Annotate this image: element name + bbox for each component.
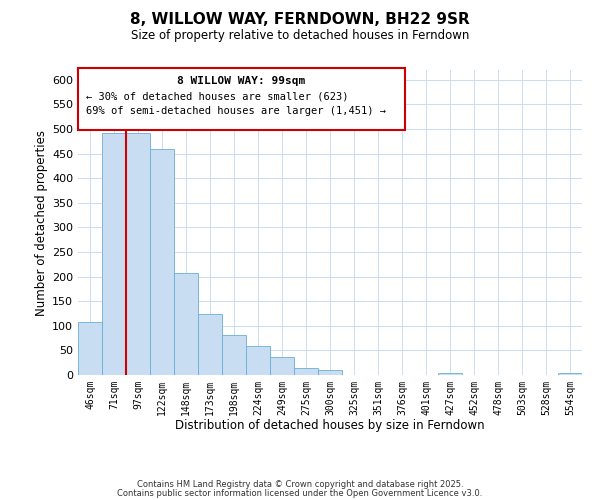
Bar	[102, 133, 126, 375]
Y-axis label: Number of detached properties: Number of detached properties	[35, 130, 48, 316]
Bar	[78, 322, 102, 375]
Bar	[174, 272, 198, 375]
Bar	[126, 133, 150, 375]
Text: Contains HM Land Registry data © Crown copyright and database right 2025.: Contains HM Land Registry data © Crown c…	[137, 480, 463, 489]
Bar	[150, 148, 174, 375]
Bar	[438, 372, 462, 375]
Text: Contains public sector information licensed under the Open Government Licence v3: Contains public sector information licen…	[118, 488, 482, 498]
X-axis label: Distribution of detached houses by size in Ferndown: Distribution of detached houses by size …	[175, 420, 485, 432]
Bar	[558, 372, 582, 375]
Bar	[318, 370, 342, 375]
Bar	[222, 334, 246, 375]
Bar	[294, 368, 318, 375]
Bar	[198, 314, 222, 375]
Bar	[246, 346, 270, 375]
Text: Size of property relative to detached houses in Ferndown: Size of property relative to detached ho…	[131, 29, 469, 42]
Bar	[270, 357, 294, 375]
Text: 8, WILLOW WAY, FERNDOWN, BH22 9SR: 8, WILLOW WAY, FERNDOWN, BH22 9SR	[130, 12, 470, 28]
Text: ← 30% of detached houses are smaller (623): ← 30% of detached houses are smaller (62…	[86, 92, 348, 102]
Text: 8 WILLOW WAY: 99sqm: 8 WILLOW WAY: 99sqm	[178, 76, 305, 86]
Text: 69% of semi-detached houses are larger (1,451) →: 69% of semi-detached houses are larger (…	[86, 106, 386, 116]
